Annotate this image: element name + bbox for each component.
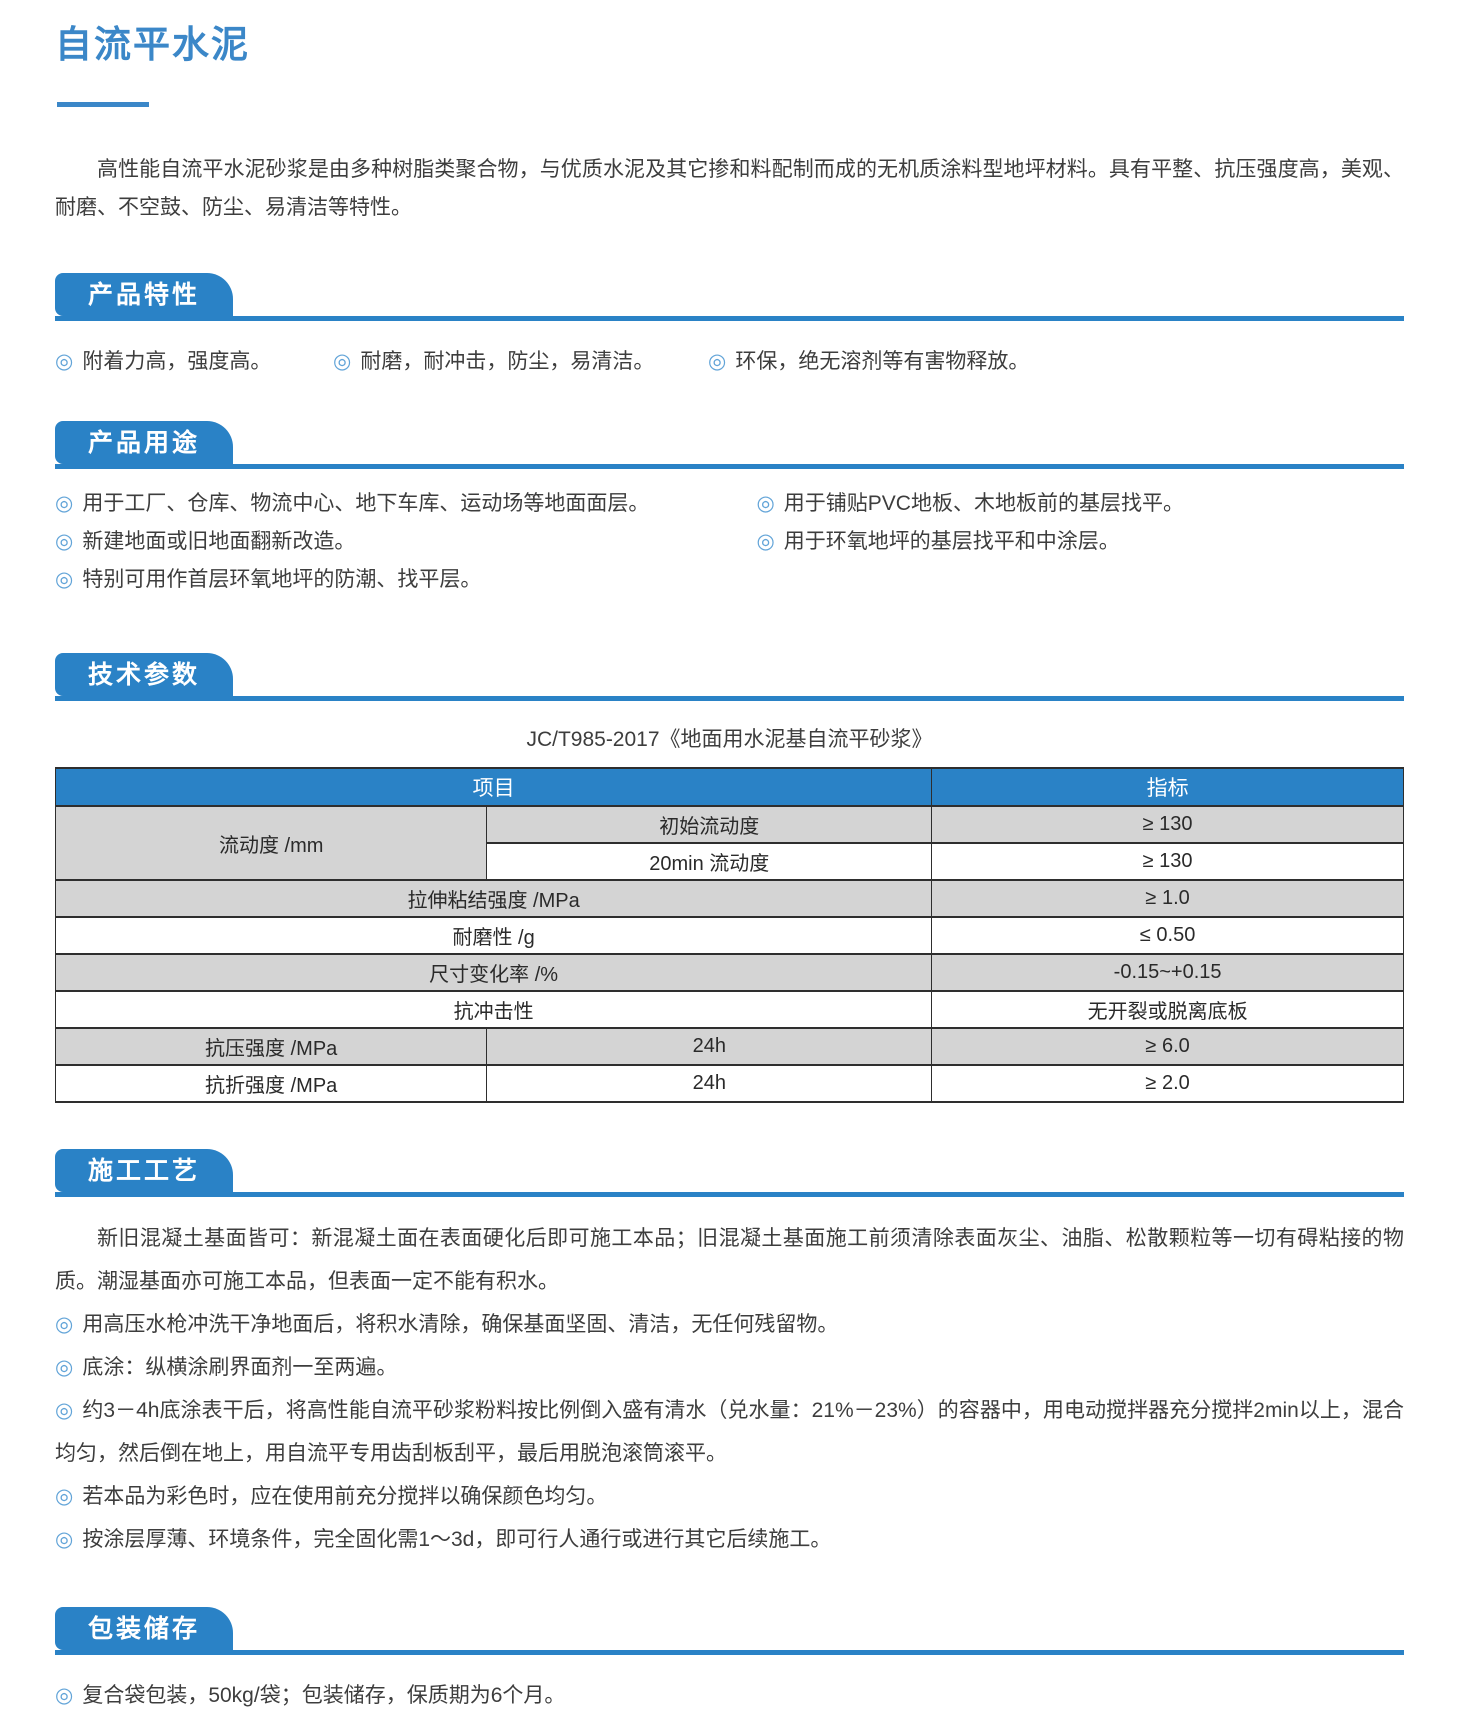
use-text: 用于工厂、仓库、物流中心、地下车库、运动场等地面面层。 (82, 492, 650, 515)
title-underline (57, 102, 149, 107)
section-heading-tech: 技术参数 (55, 653, 233, 696)
cell-item: 尺寸变化率 /% (54, 953, 933, 992)
process-item: ◎ 用高压水枪冲洗干净地面后，将积水清除，确保基面坚固、清洁，无任何残留物。 (55, 1303, 1404, 1346)
cell-item: 耐磨性 /g (54, 916, 933, 955)
bullet-icon: ◎ (55, 1399, 74, 1422)
section-features: 产品特性 ◎ 附着力高，强度高。 ◎ 耐磨，耐冲击，防尘，易清洁。 ◎ 环保，绝无溶剂… (55, 273, 1404, 375)
use-item: ◎ 用于工厂、仓库、物流中心、地下车库、运动场等地面面层。 (55, 493, 756, 514)
cell-value: -0.15~+0.15 (931, 953, 1404, 992)
cell-value: ≥ 6.0 (931, 1027, 1404, 1066)
feature-item: ◎ 耐磨，耐冲击，防尘，易清洁。 (333, 345, 708, 375)
table-row: 抗折强度 /MPa 24h ≥ 2.0 (54, 1064, 1404, 1103)
bullet-icon: ◎ (55, 568, 74, 591)
features-list: ◎ 附着力高，强度高。 ◎ 耐磨，耐冲击，防尘，易清洁。 ◎ 环保，绝无溶剂等有害物释… (55, 345, 1404, 375)
process-item: ◎ 约3－4h底涂表干后，将高性能自流平砂浆粉料按比例倒入盛有清水（兑水量：21%… (55, 1389, 1404, 1475)
cell-value: ≤ 0.50 (931, 916, 1404, 955)
bullet-icon: ◎ (55, 530, 74, 553)
process-text: 底涂：纵横涂刷界面剂一至两遍。 (82, 1356, 398, 1379)
uses-column-left: ◎ 用于工厂、仓库、物流中心、地下车库、运动场等地面面层。 ◎ 新建地面或旧地面翻新… (55, 493, 756, 607)
section-header-features: 产品特性 (55, 273, 1404, 321)
process-text: 约3－4h底涂表干后，将高性能自流平砂浆粉料按比例倒入盛有清水（兑水量：21%－… (55, 1399, 1404, 1465)
use-text: 特别可用作首层环氧地坪的防潮、找平层。 (82, 568, 482, 591)
section-heading-uses: 产品用途 (55, 421, 233, 464)
use-item: ◎ 用于环氧地坪的基层找平和中涂层。 (756, 531, 1404, 552)
process-text: 若本品为彩色时，应在使用前充分搅拌以确保颜色均匀。 (82, 1485, 608, 1508)
section-header-uses: 产品用途 (55, 421, 1404, 469)
process-paragraph: 新旧混凝土基面皆可：新混凝土面在表面硬化后即可施工本品；旧混凝土基面施工前须清除… (55, 1227, 1404, 1293)
table-row: 抗压强度 /MPa 24h ≥ 6.0 (54, 1027, 1404, 1066)
use-text: 用于铺贴PVC地板、木地板前的基层找平。 (783, 492, 1184, 515)
bullet-icon: ◎ (55, 1528, 74, 1551)
use-item: ◎ 新建地面或旧地面翻新改造。 (55, 531, 756, 552)
feature-item: ◎ 附着力高，强度高。 (55, 345, 333, 375)
cell-value: ≥ 1.0 (931, 879, 1404, 918)
bullet-icon: ◎ (55, 350, 74, 373)
cell-value: ≥ 130 (931, 842, 1404, 881)
bullet-icon: ◎ (55, 492, 74, 515)
section-header-tech: 技术参数 (55, 653, 1404, 701)
feature-text: 附着力高，强度高。 (82, 350, 272, 373)
page-title: 自流平水泥 (55, 24, 250, 65)
cell-sub: 初始流动度 (486, 805, 933, 844)
cell-value: ≥ 2.0 (931, 1064, 1404, 1103)
section-process: 施工工艺 新旧混凝土基面皆可：新混凝土面在表面硬化后即可施工本品；旧混凝土基面施… (55, 1149, 1404, 1561)
process-body: 新旧混凝土基面皆可：新混凝土面在表面硬化后即可施工本品；旧混凝土基面施工前须清除… (55, 1217, 1404, 1561)
process-item: ◎ 底涂：纵横涂刷界面剂一至两遍。 (55, 1346, 1404, 1389)
table-header-row: 项目 指标 (54, 767, 1404, 807)
bullet-icon: ◎ (708, 350, 727, 373)
cell-item: 抗冲击性 (54, 990, 933, 1029)
standard-reference: JC/T985-2017《地面用水泥基自流平砂浆》 (526, 728, 933, 751)
section-tech-params: 技术参数 JC/T985-2017《地面用水泥基自流平砂浆》 项目 指标 流动度… (54, 653, 1404, 1103)
tech-params-table: 项目 指标 流动度 /mm 初始流动度 ≥ 130 20min 流动度 ≥ 13… (54, 767, 1404, 1103)
intro-paragraph: 高性能自流平水泥砂浆是由多种树脂类聚合物，与优质水泥及其它掺和料配制而成的无机质… (55, 158, 1404, 219)
section-heading-process: 施工工艺 (55, 1149, 233, 1192)
process-item: ◎ 按涂层厚薄、环境条件，完全固化需1～3d，即可行人通行或进行其它后续施工。 (55, 1518, 1404, 1561)
process-item: ◎ 若本品为彩色时，应在使用前充分搅拌以确保颜色均匀。 (55, 1475, 1404, 1518)
section-uses: 产品用途 ◎ 用于工厂、仓库、物流中心、地下车库、运动场等地面面层。 ◎ 新建地面或… (55, 421, 1404, 607)
use-item: ◎ 用于铺贴PVC地板、木地板前的基层找平。 (756, 493, 1404, 514)
table-row: 抗冲击性 无开裂或脱离底板 (54, 990, 1404, 1029)
table-row: 耐磨性 /g ≤ 0.50 (54, 916, 1404, 955)
process-text: 按涂层厚薄、环境条件，完全固化需1～3d，即可行人通行或进行其它后续施工。 (82, 1528, 832, 1551)
bullet-icon: ◎ (333, 350, 352, 373)
uses-list: ◎ 用于工厂、仓库、物流中心、地下车库、运动场等地面面层。 ◎ 新建地面或旧地面翻新… (55, 493, 1404, 607)
table-row: 20min 流动度 ≥ 130 (56, 842, 1404, 881)
cell-sub: 24h (486, 1064, 933, 1103)
bullet-icon: ◎ (55, 1313, 74, 1336)
table-row: 流动度 /mm 初始流动度 ≥ 130 (54, 805, 1404, 881)
bullet-icon: ◎ (756, 530, 775, 553)
cell-sub: 24h (486, 1027, 933, 1066)
section-packaging: 包装储存 ◎ 复合袋包装，50kg/袋；包装储存，保质期为6个月。 (55, 1607, 1404, 1709)
feature-item: ◎ 环保，绝无溶剂等有害物释放。 (708, 345, 1404, 375)
packaging-item: ◎ 复合袋包装，50kg/袋；包装储存，保质期为6个月。 (55, 1679, 1404, 1709)
use-text: 新建地面或旧地面翻新改造。 (82, 530, 356, 553)
feature-text: 耐磨，耐冲击，防尘，易清洁。 (360, 350, 655, 373)
cell-value: 无开裂或脱离底板 (931, 990, 1404, 1029)
cell-value: ≥ 130 (931, 805, 1404, 844)
bullet-icon: ◎ (55, 1356, 74, 1379)
section-header-packaging: 包装储存 (55, 1607, 1404, 1655)
feature-text: 环保，绝无溶剂等有害物释放。 (735, 350, 1030, 373)
cell-group: 流动度 /mm (54, 805, 488, 881)
cell-item: 抗压强度 /MPa (54, 1027, 488, 1066)
packaging-text: 复合袋包装，50kg/袋；包装储存，保质期为6个月。 (82, 1684, 566, 1707)
use-text: 用于环氧地坪的基层找平和中涂层。 (783, 530, 1120, 553)
bullet-icon: ◎ (55, 1684, 74, 1707)
use-item: ◎ 特别可用作首层环氧地坪的防潮、找平层。 (55, 569, 756, 590)
section-heading-features: 产品特性 (55, 273, 233, 316)
cell-sub: 20min 流动度 (486, 842, 933, 881)
bullet-icon: ◎ (756, 492, 775, 515)
column-header-item: 项目 (54, 767, 933, 807)
uses-column-right: ◎ 用于铺贴PVC地板、木地板前的基层找平。 ◎ 用于环氧地坪的基层找平和中涂层。 (756, 493, 1404, 607)
table-row: 拉伸粘结强度 /MPa ≥ 1.0 (54, 879, 1404, 918)
section-header-process: 施工工艺 (55, 1149, 1404, 1197)
table-row: 尺寸变化率 /% -0.15~+0.15 (54, 953, 1404, 992)
section-heading-packaging: 包装储存 (55, 1607, 233, 1650)
process-text: 用高压水枪冲洗干净地面后，将积水清除，确保基面坚固、清洁，无任何残留物。 (82, 1313, 839, 1336)
bullet-icon: ◎ (55, 1485, 74, 1508)
cell-item: 拉伸粘结强度 /MPa (54, 879, 933, 918)
column-header-value: 指标 (931, 767, 1404, 807)
cell-item: 抗折强度 /MPa (54, 1064, 488, 1103)
